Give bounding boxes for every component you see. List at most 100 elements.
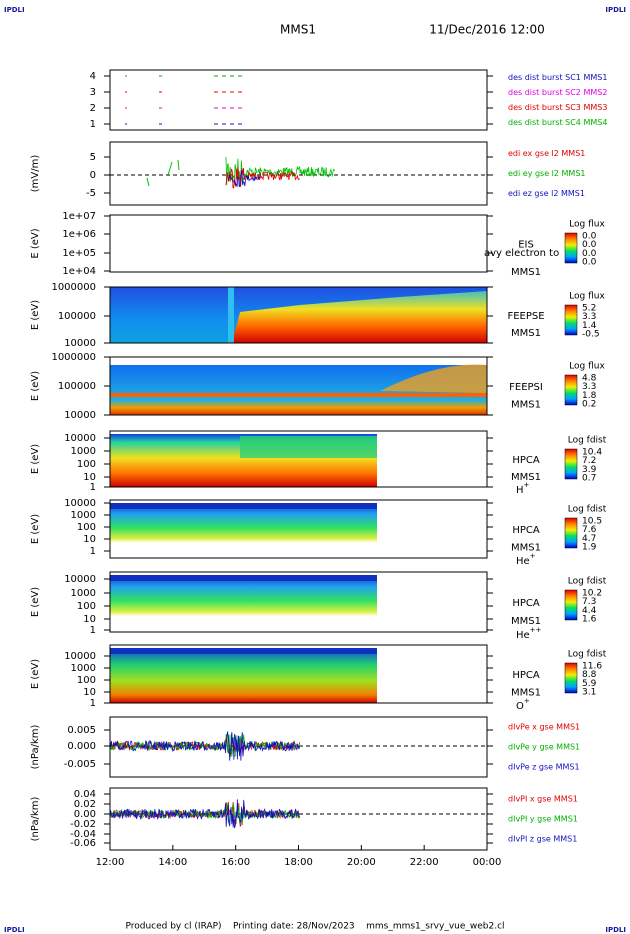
colorbar — [564, 304, 578, 336]
content — [110, 364, 487, 415]
legend-entry: des dist burst SC1 MMS1 — [508, 73, 607, 82]
spectrogram — [110, 503, 377, 558]
y-tick-label: 1000 — [71, 663, 96, 674]
y-tick-label: 1000000 — [51, 282, 96, 293]
instrument: FEEPSE — [507, 311, 544, 322]
colorbar-label: 5.9 — [582, 679, 597, 689]
y-tick-label: 1000 — [71, 588, 96, 599]
y-tick-label: 1e+07 — [62, 211, 96, 222]
ion-base: He — [516, 556, 530, 567]
y-tick-label: 0.02 — [74, 799, 96, 810]
y-tick-label: 0.00 — [74, 809, 96, 820]
legend-entry: dIvPI y gse MMS1 — [508, 815, 578, 824]
colorbar-label: 3.3 — [582, 312, 596, 322]
spectrogram — [240, 436, 377, 458]
y-tick-label: 1e+06 — [62, 229, 96, 240]
frame — [109, 141, 488, 206]
colorbar-label: 7.3 — [582, 597, 596, 607]
spectrogram — [110, 648, 377, 703]
trace — [146, 159, 180, 187]
x-tick-label: 14:00 — [158, 857, 187, 868]
y-axis-label: (nPa/km) — [30, 725, 41, 770]
date: 11/Dec/2016 12:00 — [429, 23, 545, 37]
y-axis-label: (mV/m) — [30, 155, 41, 193]
instrument: HPCA — [512, 670, 540, 681]
y-tick-label: 10000 — [64, 574, 96, 585]
y-axis-label: E (eV) — [30, 587, 41, 617]
y-tick-label: 0.005 — [67, 725, 96, 736]
logo: IPDLI — [605, 6, 626, 14]
frame — [109, 787, 488, 851]
colorbar-label: 0.0 — [582, 232, 597, 242]
content — [125, 75, 242, 125]
colorbar-label: 3.3 — [582, 382, 596, 392]
colorbar-label: 10.5 — [582, 517, 602, 527]
content — [110, 434, 377, 487]
frame — [109, 571, 488, 633]
spacecraft: MMS1 — [511, 267, 541, 278]
colorbar-label: 8.8 — [582, 670, 597, 680]
y-tick-label: 0.000 — [67, 741, 96, 752]
y-axis-label: E (eV) — [30, 514, 41, 544]
y-tick-label: 100 — [77, 459, 96, 470]
y-tick-label: 10000 — [64, 338, 96, 349]
legend-entry: edi ez gse l2 MMS1 — [508, 189, 585, 198]
logo: IPDLI — [4, 6, 25, 14]
instrument: FEEPSI — [509, 382, 543, 393]
y-tick-label: 0 — [90, 170, 96, 181]
legend-entry: dIvPI x gse MMS1 — [508, 795, 578, 804]
legend-entry: edi ex gse l2 MMS1 — [508, 149, 585, 158]
y-tick-label: 10000 — [64, 433, 96, 444]
y-tick-label: -0.04 — [70, 829, 96, 840]
y-axis-label: E (eV) — [30, 371, 41, 401]
colorbar — [564, 662, 578, 694]
y-tick-label: 10000 — [64, 651, 96, 662]
colorbar-label: 0.0 — [582, 258, 597, 268]
y-axis-label: (nPa/km) — [30, 797, 41, 842]
colorbar — [564, 448, 578, 480]
legend-entry: dIvPe y gse MMS1 — [508, 743, 580, 752]
colorbar-label: 1.4 — [582, 321, 597, 331]
overlay: avy electron to — [484, 248, 559, 259]
ion: H+ — [516, 481, 530, 496]
trace — [110, 799, 301, 829]
colorbar-label: 0.0 — [582, 249, 597, 259]
content — [110, 648, 377, 703]
ion-base: He — [516, 630, 530, 641]
spacecraft: MMS1 — [511, 616, 541, 627]
spectrogram — [110, 503, 377, 509]
y-tick-label: 10 — [83, 614, 96, 625]
instrument: HPCA — [512, 598, 540, 609]
spacecraft: MMS1 — [511, 400, 541, 411]
y-tick-label: 100 — [77, 601, 96, 612]
y-tick-label: 0.04 — [74, 789, 96, 800]
y-tick-label: 100000 — [58, 381, 96, 392]
colorbar-label: 4.4 — [582, 606, 597, 616]
panel: 0.005 0.000 -0.005 (nPa/km) dIvPe x gse MMS1… — [30, 716, 580, 778]
ion-charge: ++ — [530, 626, 542, 634]
colorbar — [564, 517, 578, 549]
colorbar-label: 0.2 — [582, 400, 596, 410]
colorbar-title: Log flux — [569, 220, 605, 230]
y-tick-label: 1 — [90, 119, 96, 130]
spacecraft: MMS1 — [511, 328, 541, 339]
colorbar-title: Log fdist — [568, 436, 607, 446]
colorbar-title: Log fdist — [568, 650, 607, 660]
spectrogram — [110, 648, 377, 654]
colorbar-label: -0.5 — [582, 330, 600, 340]
instrument: HPCA — [512, 455, 540, 466]
colorbar-label: 0.7 — [582, 474, 596, 484]
x-tick-label: 22:00 — [410, 857, 439, 868]
panel: 1e+07 1e+06 1e+05 1e+04 E (eV) EIS MMS1 avy ele… — [30, 211, 605, 278]
trace — [110, 731, 301, 761]
colorbar-label: 1.8 — [582, 391, 597, 401]
legend-entry: dIvPe z gse MMS1 — [508, 763, 580, 772]
ion: He++ — [516, 626, 542, 641]
x-tick-label: 20:00 — [347, 857, 376, 868]
x-tick-label: 00:00 — [473, 857, 502, 868]
y-axis-label: E (eV) — [30, 659, 41, 689]
y-tick-label: 1 — [90, 625, 96, 636]
y-tick-label: 2 — [90, 103, 96, 114]
